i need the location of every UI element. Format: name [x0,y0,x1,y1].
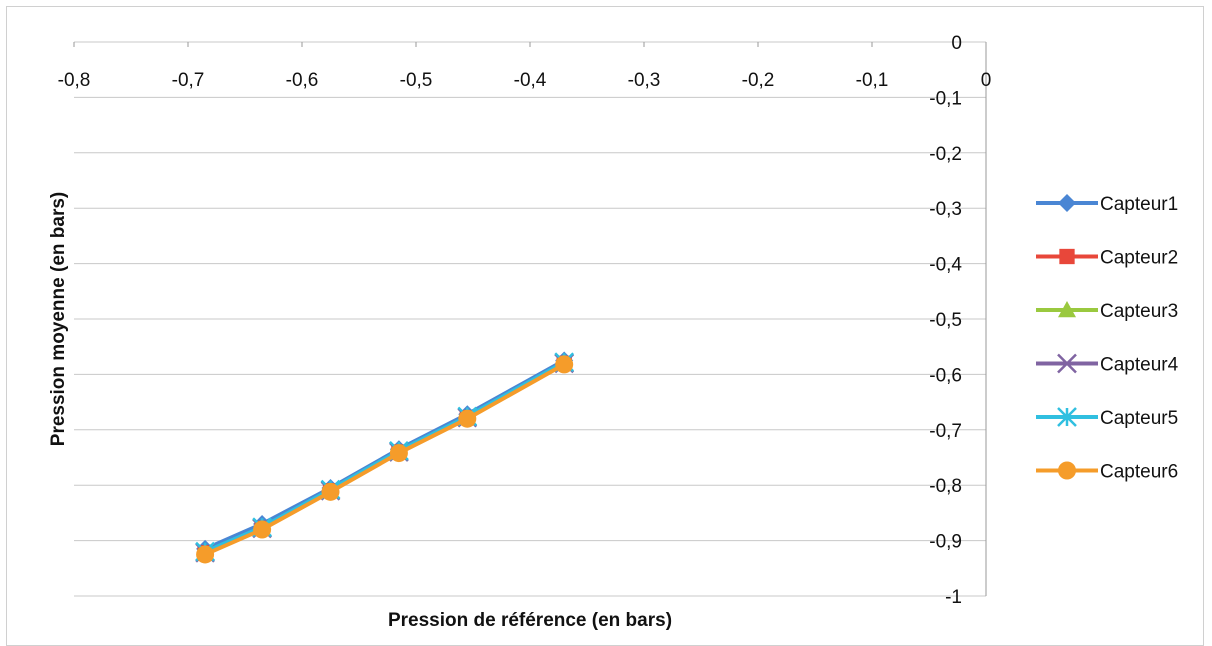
legend-item: Capteur2 [1036,248,1178,269]
y-tick-label: -0,1 [929,88,962,109]
gridlines [74,41,986,597]
x-tick-label: -0,2 [742,70,775,91]
axes [73,42,987,596]
series-line [204,362,566,557]
line-chart: 0 -0,1 -0,2 -0,3 -0,4 -0,5 -0,6 -0,7 -0,8 -0,9 -1 -… [48,33,1179,631]
legend-label: Capteur5 [1100,408,1178,429]
legend-item: Capteur5 [1036,407,1178,429]
legend-label: Capteur2 [1100,248,1178,269]
legend-label: Capteur4 [1100,355,1179,376]
y-tick-label: -0,8 [929,476,962,497]
y-axis-title: Pression moyenne (en bars) [48,192,69,446]
y-tick-label: -0,9 [929,532,962,553]
data-point [1059,248,1075,265]
x-tick-label: -0,4 [514,70,547,91]
y-tick-label: -0,7 [929,421,962,442]
y-tick-label: -1 [945,587,962,608]
x-tick-label: -0,3 [628,70,661,91]
x-axis-title: Pression de référence (en bars) [388,610,672,631]
y-tick-label: -0,6 [929,365,962,386]
data-point [1058,461,1076,480]
data-point [321,482,340,501]
series-capteur1 [196,351,574,558]
series-capteur6 [196,355,574,564]
data-point [389,444,408,463]
data-point [253,520,272,539]
x-tick-label: 0 [981,70,992,91]
data-point [555,355,574,374]
data-point [196,545,215,564]
y-tick-label: -0,3 [929,199,962,220]
series-capteur5 [195,352,575,562]
x-tick-label: -0,8 [58,70,91,91]
data-point [1058,301,1076,318]
x-tick-label: -0,1 [856,70,889,91]
tick-labels: 0 -0,1 -0,2 -0,3 -0,4 -0,5 -0,6 -0,7 -0,8 -0,9 -1 -… [58,33,992,608]
legend-item: Capteur6 [1036,461,1178,483]
data-point [1057,353,1077,374]
legend-item: Capteur1 [1036,194,1178,215]
chart-frame [6,6,1204,646]
y-tick-label: -0,2 [929,144,962,165]
x-tick-label: -0,7 [172,70,205,91]
y-tick-label: -0,5 [929,310,962,331]
legend-label: Capteur6 [1100,462,1178,483]
legend: Capteur1 Capteur2 Capteur3 Capteur4 Capteur5… [1036,194,1179,483]
series-lines [195,351,575,564]
x-tick-label: -0,6 [286,70,319,91]
data-point [458,409,477,428]
y-tick-label: 0 [951,33,962,54]
legend-item: Capteur3 [1036,301,1178,322]
y-tick-label: -0,4 [929,255,962,276]
legend-item: Capteur4 [1036,353,1179,376]
legend-label: Capteur3 [1100,301,1178,322]
legend-label: Capteur1 [1100,194,1178,215]
data-point [1058,194,1076,212]
data-point [1057,407,1077,427]
x-tick-label: -0,5 [400,70,433,91]
